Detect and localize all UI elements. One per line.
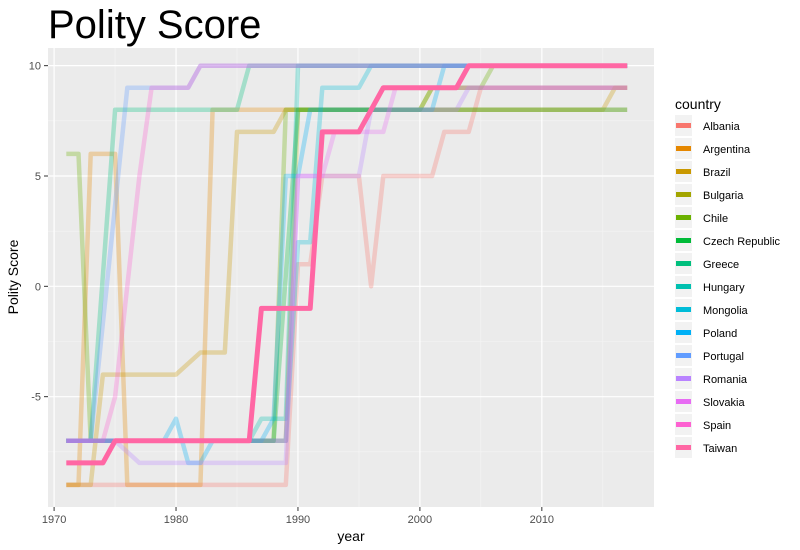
grid-lines	[48, 48, 654, 507]
x-tick-label: 1990	[286, 514, 310, 526]
series-line-poland	[66, 63, 628, 466]
legend-label-romania: Romania	[703, 374, 748, 386]
legend-swatch-portugal	[676, 353, 691, 358]
legend-swatch-chile	[676, 215, 691, 220]
series-line-albania	[66, 85, 628, 488]
legend-label-argentina: Argentina	[703, 144, 751, 156]
series-line-spain	[66, 63, 628, 444]
legend-swatch-bulgaria	[676, 192, 691, 197]
legend-swatch-mongolia	[676, 307, 691, 312]
legend-swatch-slovakia	[676, 399, 691, 404]
legend-swatch-spain	[676, 422, 691, 427]
series-line-greece	[66, 63, 628, 444]
legend-swatch-romania	[676, 376, 691, 381]
legend-label-slovakia: Slovakia	[703, 397, 745, 409]
y-tick-label: 5	[35, 171, 41, 183]
legend-swatch-hungary	[676, 284, 691, 289]
x-axis-title: year	[337, 528, 365, 544]
legend-label-greece: Greece	[703, 259, 739, 271]
series-line-taiwan	[66, 63, 628, 466]
plot-panel	[48, 48, 654, 507]
series-line-portugal	[66, 63, 628, 444]
legend-label-hungary: Hungary	[703, 282, 745, 294]
legend-label-brazil: Brazil	[703, 167, 731, 179]
series-line-chile	[66, 63, 628, 444]
legend-label-bulgaria: Bulgaria	[703, 190, 744, 202]
legend-label-poland: Poland	[703, 328, 737, 340]
legend-label-taiwan: Taiwan	[703, 443, 737, 455]
x-tick-label: 2010	[530, 514, 554, 526]
chart-title: Polity Score	[48, 3, 261, 47]
x-tick-label: 1980	[164, 514, 188, 526]
legend-label-albania: Albania	[703, 121, 741, 133]
y-tick-label: -5	[31, 392, 41, 404]
series-line-brazil	[66, 85, 628, 488]
legend-swatch-taiwan	[676, 445, 691, 450]
x-tick-label: 2000	[408, 514, 432, 526]
series-line-slovakia	[66, 85, 628, 444]
y-tick-label: 0	[35, 281, 41, 293]
legend-items: Albania Argentina Brazil Bulgaria Chile Czech…	[675, 115, 781, 458]
legend-label-czech-republic: Czech Republic	[703, 236, 781, 248]
series-line-romania	[66, 85, 628, 466]
series-line-mongolia	[66, 63, 628, 444]
legend-swatch-brazil	[676, 169, 691, 174]
x-tick-label: 1970	[42, 514, 66, 526]
y-axis-title: Polity Score	[5, 239, 21, 314]
series-line-argentina	[66, 107, 628, 488]
legend-swatch-greece	[676, 261, 691, 266]
series-lines	[66, 63, 628, 488]
legend-swatch-albania	[676, 123, 691, 128]
y-tick-label: 10	[29, 61, 41, 73]
legend-label-chile: Chile	[703, 213, 728, 225]
legend-title: country	[675, 96, 721, 112]
legend-swatch-poland	[676, 330, 691, 335]
legend-label-spain: Spain	[703, 420, 731, 432]
axis-ticks: 1970 1980 1990 2000 2010 -5 0 5 10	[29, 61, 554, 526]
legend-label-portugal: Portugal	[703, 351, 744, 363]
legend-label-mongolia: Mongolia	[703, 305, 749, 317]
legend: country Albania Argentina Brazil Bulgaria Ch…	[675, 96, 781, 458]
legend-swatch-argentina	[676, 146, 691, 151]
legend-swatch-czech-republic	[676, 238, 691, 243]
